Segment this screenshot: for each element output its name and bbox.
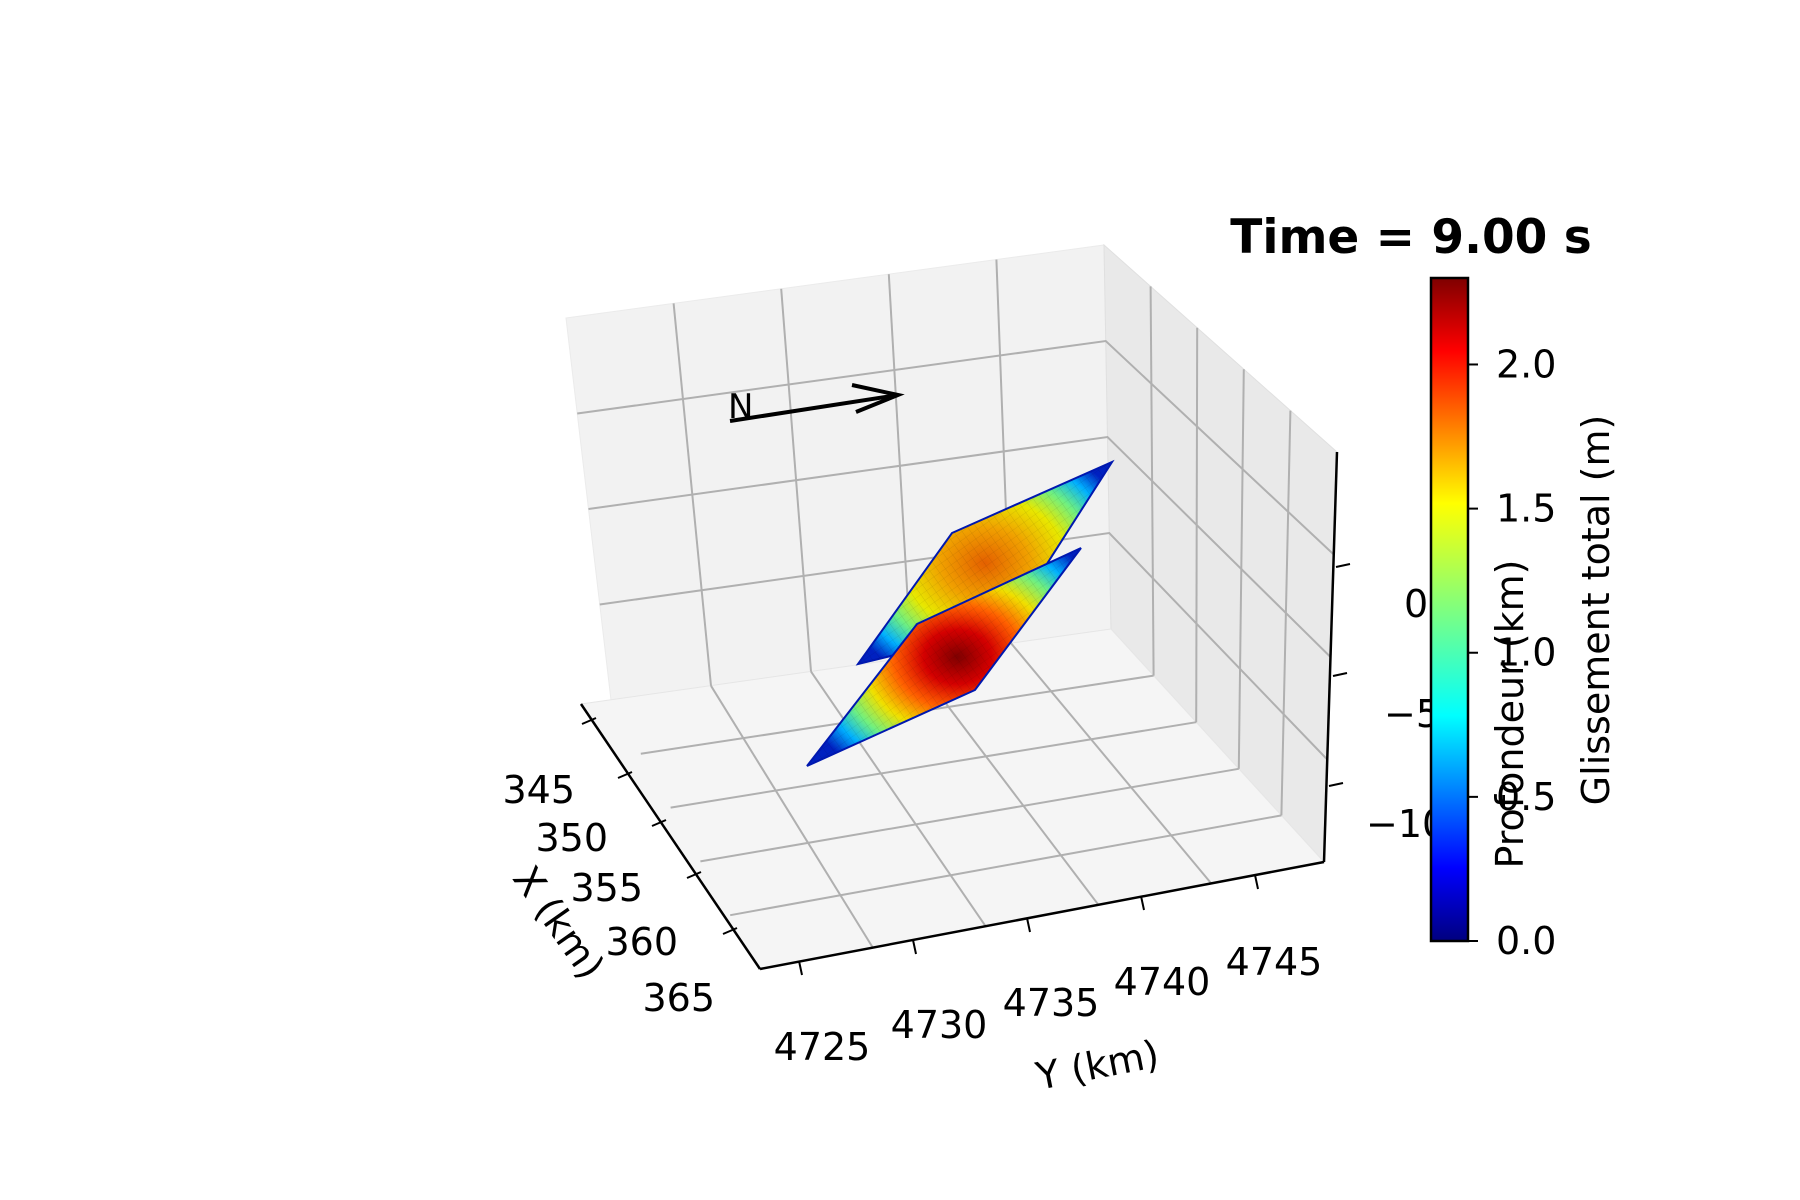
colorbar-tick-label: 1.5: [1496, 487, 1556, 531]
north-label: N: [728, 387, 753, 427]
gridline: [1010, 642, 1212, 885]
z-axis-line: [1322, 451, 1339, 863]
y-tick: [1140, 895, 1145, 911]
north-arrow: N: [728, 383, 905, 427]
z-axis-label: Profondeur (km): [1488, 560, 1532, 869]
z-tick: [1335, 563, 1351, 568]
gridline: [599, 531, 1328, 761]
colorbar-tick-label: 2.0: [1496, 342, 1556, 386]
x-tick-label: 355: [570, 866, 643, 910]
gridline: [730, 814, 1282, 917]
y-axis-line: [759, 860, 1325, 971]
gridline: [1195, 327, 1199, 723]
gridline: [1280, 410, 1292, 816]
back-pane-left: [565, 244, 1112, 701]
y-axis-label: Y (km): [1031, 1032, 1162, 1099]
gridline: [670, 721, 1197, 809]
x-tick-label: 350: [535, 816, 608, 860]
y-tick-label: 4735: [1003, 981, 1100, 1025]
north-arrow-shaft: [729, 393, 899, 423]
colorbar-ticks: 0.0 0.5 1.0 1.5 2.0: [1468, 342, 1556, 963]
y-tick-label: 4745: [1226, 940, 1323, 984]
colorbar-tick-label: 1.0: [1496, 631, 1556, 675]
y-tick: [798, 960, 803, 976]
x-tick: [722, 927, 738, 935]
colorbar-tick-label: 0.0: [1496, 919, 1556, 963]
fault-surface-upper-mesh: [858, 462, 1112, 664]
gridline: [710, 685, 874, 949]
colorbar: 0.0 0.5 1.0 1.5 2.0 Glissement total (m): [1429, 276, 1618, 963]
gridline: [810, 671, 987, 927]
z-tick: [1332, 672, 1348, 677]
y-tick: [1254, 874, 1259, 890]
y-tick-labels: 4725 4730 4735 4740 4745: [774, 940, 1323, 1069]
gridline: [1237, 369, 1245, 769]
fault-surfaces: [806, 459, 1115, 767]
axis-lines: [579, 451, 1339, 971]
y-tick-label: 4730: [891, 1003, 988, 1047]
y-tick: [912, 939, 917, 955]
colorbar-gradient-bar: [1429, 276, 1470, 943]
north-arrow-head-icon: [851, 383, 905, 414]
x-tick-labels: 345 350 355 360 365: [502, 768, 715, 1020]
chart-title: Time = 9.00 s: [1230, 210, 1591, 265]
gridline: [588, 435, 1332, 658]
y-tick: [1026, 917, 1031, 933]
x-tick: [686, 871, 702, 879]
gridline: [577, 339, 1335, 556]
x-tick-label: 345: [502, 768, 575, 812]
tick-marks: [581, 563, 1351, 976]
x-tick: [651, 819, 667, 827]
x-tick: [617, 771, 633, 779]
gridline: [1149, 286, 1155, 676]
x-tick-label: 360: [605, 920, 678, 964]
y-tick-label: 4725: [774, 1025, 871, 1069]
x-axis-line: [579, 703, 762, 970]
colorbar-label: Glissement total (m): [1574, 415, 1618, 806]
x-tick-label: 365: [642, 976, 715, 1020]
fault-surface-lower-mesh: [807, 548, 1081, 766]
colorbar-tick-label: 0.5: [1496, 775, 1556, 819]
x-tick: [581, 717, 597, 725]
z-tick: [1328, 782, 1344, 787]
y-tick-label: 4740: [1114, 960, 1211, 1004]
gridline: [700, 767, 1239, 863]
z-tick-label: 0: [1404, 582, 1428, 626]
